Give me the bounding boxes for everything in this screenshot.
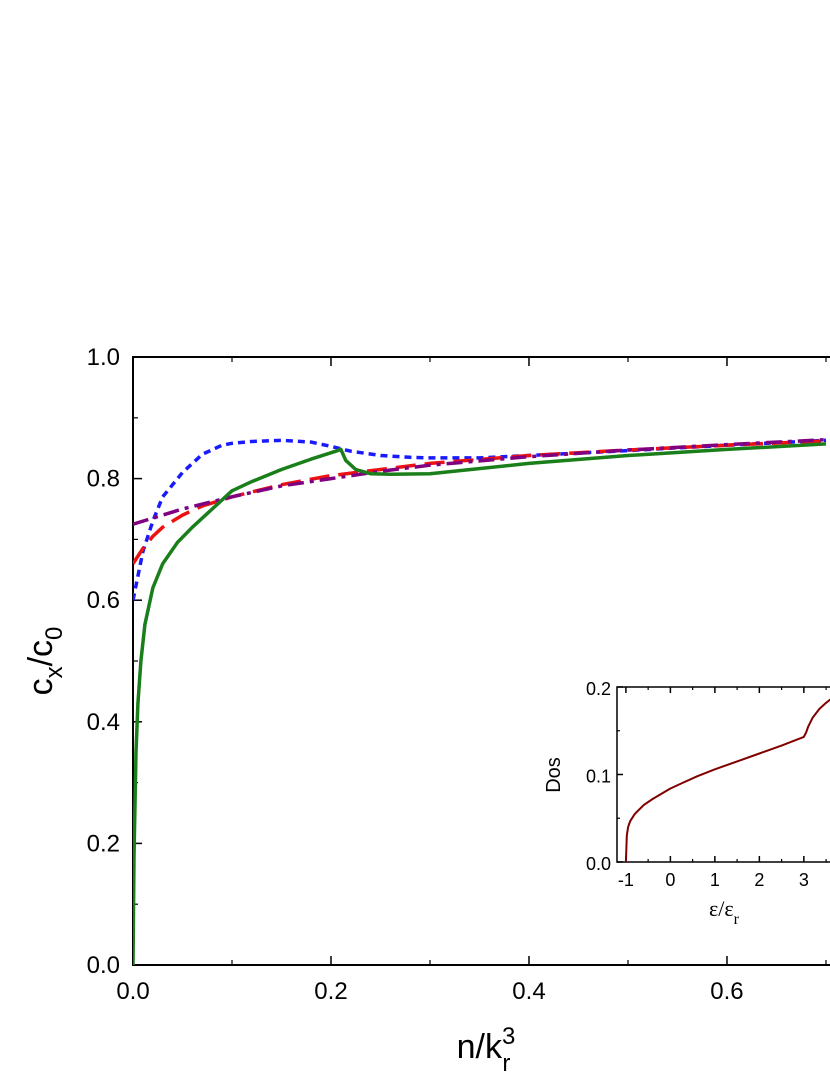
y-axis-label-sub-0: 0 [41, 627, 68, 640]
x-tick-label: 0.4 [512, 978, 545, 1005]
series-line-short-dash [133, 438, 827, 601]
x-axis-label-sub: r [502, 1050, 510, 1075]
y-tick-label: 1.0 [87, 344, 120, 371]
inset-plot: -1 0 1 2 3 0.0 0.1 0.2 Dos ε/εr [543, 679, 830, 928]
x-axis-label-base: n/k [457, 1028, 503, 1066]
x-tick-label: -1 [618, 870, 634, 890]
inset-y-axis-label: Dos [543, 757, 565, 793]
series-line-solid [133, 442, 827, 965]
inset-x-axis-label-base: ε/ε [709, 896, 734, 921]
inset-series-group [624, 698, 830, 862]
x-tick-label: 1 [710, 870, 720, 890]
x-axis-label: n/k3 r [457, 1023, 516, 1075]
y-tick-label: 0.2 [87, 830, 120, 857]
y-axis-label-c0: c [22, 640, 60, 657]
y-axis-label-slash: / [22, 656, 60, 666]
main-series-group [133, 437, 827, 965]
y-tick-label: 0.0 [87, 952, 120, 979]
y-axis-label-sub-x: x [41, 666, 68, 678]
x-tick-label: 0.6 [710, 978, 743, 1005]
y-tick-label: 0.8 [87, 466, 120, 493]
y-axis-label-c: c [22, 678, 60, 695]
main-axis-ticks: 0.0 0.2 0.4 0.6 0.0 0.2 0.4 0.6 0.8 1.0 [87, 344, 827, 1005]
y-tick-label: 0.6 [87, 587, 120, 614]
x-tick-label: 0.2 [314, 978, 347, 1005]
y-tick-label: 0.4 [87, 709, 120, 736]
x-tick-label: 0 [665, 870, 675, 890]
main-plot: 0.0 0.2 0.4 0.60.00.20.40.60.81.0 n/k3 r cx/… [22, 344, 830, 1075]
series-line-solid [624, 698, 830, 862]
y-axis-label: cx/c0 [22, 627, 68, 696]
x-tick-label: 3 [799, 870, 809, 890]
series-line-dash-dot [133, 437, 827, 526]
inset-x-axis-label: ε/εr [709, 896, 740, 928]
y-tick-label: 0.0 [586, 854, 611, 874]
x-tick-label: 0.0 [116, 978, 149, 1005]
y-tick-label: 0.1 [586, 767, 611, 787]
inset-x-axis-label-sub: r [734, 911, 740, 928]
x-tick-label: 2 [754, 870, 764, 890]
x-axis-label-sup: 3 [502, 1023, 515, 1050]
inset-background [617, 687, 830, 862]
y-tick-label: 0.2 [586, 679, 611, 699]
